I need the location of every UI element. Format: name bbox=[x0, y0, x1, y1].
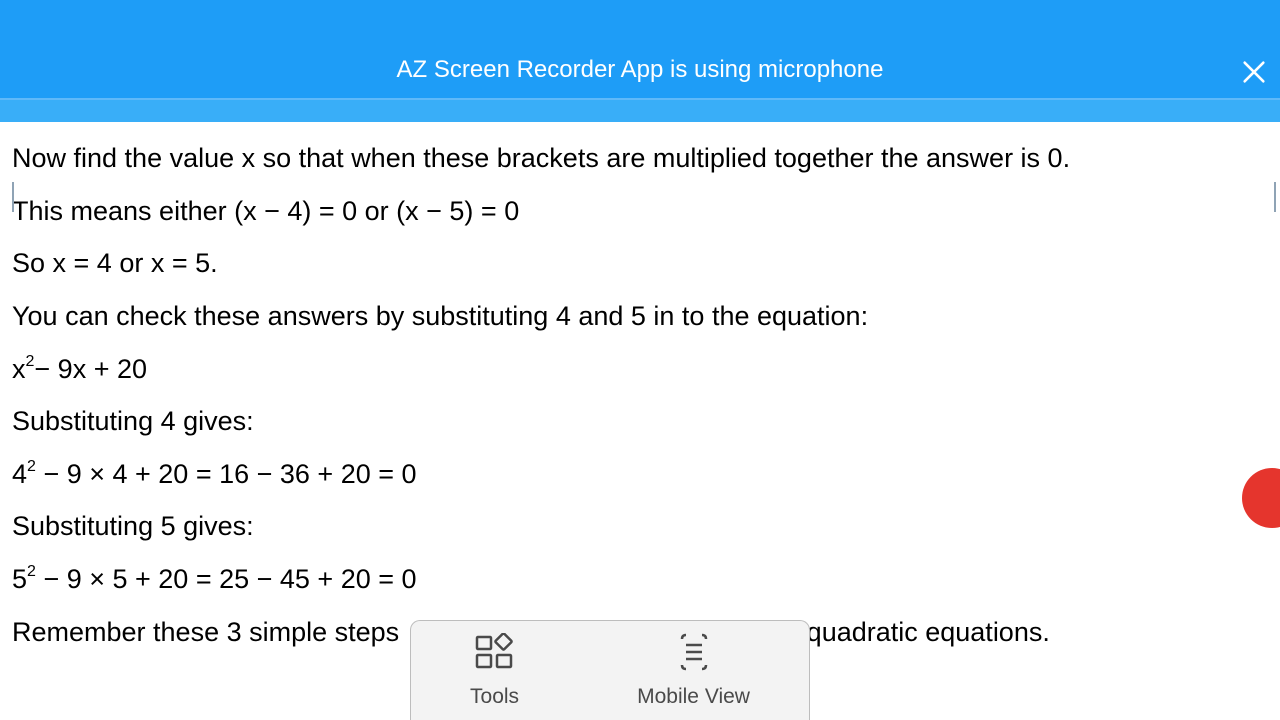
notification-text: AZ Screen Recorder App is using micropho… bbox=[397, 56, 884, 84]
mobile-view-icon bbox=[672, 633, 716, 677]
content-line: This means either (x − 4) = 0 or (x − 5)… bbox=[12, 185, 1268, 238]
tools-icon bbox=[473, 633, 517, 677]
content-line: 42 − 9 × 4 + 20 = 16 − 36 + 20 = 0 bbox=[12, 448, 1268, 501]
mobile-view-label: Mobile View bbox=[637, 685, 750, 709]
notification-bar: AZ Screen Recorder App is using micropho… bbox=[0, 0, 1280, 100]
bottom-panel: Tools Mobile View bbox=[410, 620, 810, 720]
content-line: You can check these answers by substitut… bbox=[12, 290, 1268, 343]
content-line: Substituting 4 gives: bbox=[12, 395, 1268, 448]
content-line: x2− 9x + 20 bbox=[12, 343, 1268, 396]
content-line: Substituting 5 gives: bbox=[12, 500, 1268, 553]
content-line: Now find the value x so that when these … bbox=[12, 132, 1268, 185]
tools-label: Tools bbox=[470, 685, 519, 709]
selection-handle-left[interactable] bbox=[12, 182, 14, 212]
content-line: So x = 4 or x = 5. bbox=[12, 237, 1268, 290]
mobile-view-button[interactable]: Mobile View bbox=[637, 633, 750, 709]
selection-handle-right[interactable] bbox=[1274, 182, 1276, 212]
tools-button[interactable]: Tools bbox=[470, 633, 519, 709]
close-icon[interactable] bbox=[1240, 58, 1268, 86]
content-line: 52 − 9 × 5 + 20 = 25 − 45 + 20 = 0 bbox=[12, 553, 1268, 606]
document-content: Now find the value x so that when these … bbox=[0, 122, 1280, 658]
sub-bar bbox=[0, 100, 1280, 122]
